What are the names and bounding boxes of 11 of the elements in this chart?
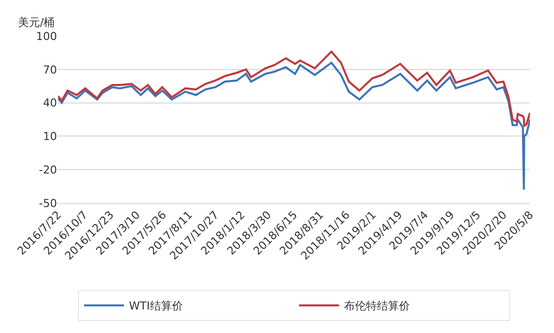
y-tick-label: 100 — [36, 30, 57, 43]
legend-label: 布伦特结算价 — [344, 300, 410, 313]
y-tick-label: 70 — [43, 63, 57, 76]
y-tick-label: 40 — [43, 96, 57, 110]
line-series — [58, 50, 530, 128]
y-axis-title: 美元/桶 — [18, 16, 55, 29]
line-series — [58, 62, 530, 191]
y-tick-label: -20 — [39, 163, 57, 176]
legend-label: WTI结算价 — [129, 300, 183, 313]
y-tick-label: -50 — [39, 196, 57, 210]
y-tick-label: 10 — [43, 130, 57, 144]
